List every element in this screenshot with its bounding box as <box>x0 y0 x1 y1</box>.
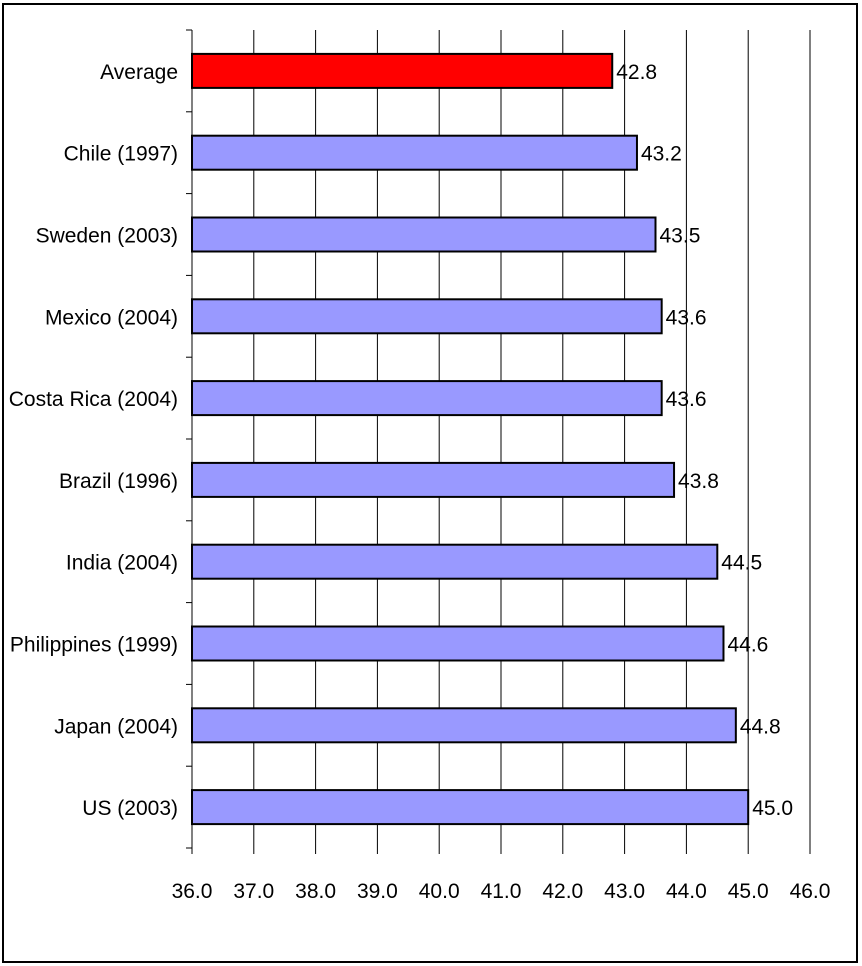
value-label: 44.5 <box>721 552 762 575</box>
category-label: Chile (1997) <box>64 143 178 166</box>
category-label: Japan (2004) <box>54 715 178 738</box>
bar-average <box>191 52 614 89</box>
labels: 36.0 37.0 38.0 39.0 40.0 41.0 42.0 43.0 44.0 45.0… <box>9 61 831 903</box>
x-tick-label: 39.0 <box>357 880 398 903</box>
category-label: Costa Rica (2004) <box>9 388 178 411</box>
value-label: 43.6 <box>666 388 707 411</box>
value-label: 45.0 <box>752 797 793 820</box>
value-label: 44.8 <box>740 715 781 738</box>
category-label: India (2004) <box>66 552 178 575</box>
bar <box>191 543 719 580</box>
bar <box>191 625 725 662</box>
category-label: Mexico (2004) <box>45 306 178 329</box>
bar <box>191 380 663 417</box>
value-label: 43.6 <box>666 306 707 329</box>
category-label: Philippines (1999) <box>10 634 178 657</box>
category-label: Brazil (1996) <box>59 470 178 493</box>
x-tick-label: 38.0 <box>295 880 336 903</box>
category-label: Sweden (2003) <box>36 225 178 248</box>
axes <box>186 29 811 854</box>
bars <box>191 52 750 826</box>
bar <box>191 216 657 253</box>
bar <box>191 461 676 498</box>
bar <box>191 707 737 744</box>
x-tick-label: 43.0 <box>604 880 645 903</box>
value-label: 43.5 <box>660 225 701 248</box>
x-tick-label: 41.0 <box>481 880 522 903</box>
x-tick-label: 37.0 <box>233 880 274 903</box>
x-tick-label: 45.0 <box>728 880 769 903</box>
category-label: US (2003) <box>82 797 178 820</box>
x-tick-label: 40.0 <box>419 880 460 903</box>
value-label: 43.8 <box>678 470 719 493</box>
value-label: 44.6 <box>727 634 768 657</box>
bar <box>191 298 663 335</box>
x-tick-label: 42.0 <box>542 880 583 903</box>
category-label: Average <box>100 61 178 84</box>
value-label: 43.2 <box>641 143 682 166</box>
x-tick-label: 44.0 <box>666 880 707 903</box>
value-label: 42.8 <box>616 61 657 84</box>
x-tick-label: 36.0 <box>172 880 213 903</box>
bar <box>191 134 638 171</box>
x-tick-label: 46.0 <box>790 880 831 903</box>
bar <box>191 789 750 826</box>
